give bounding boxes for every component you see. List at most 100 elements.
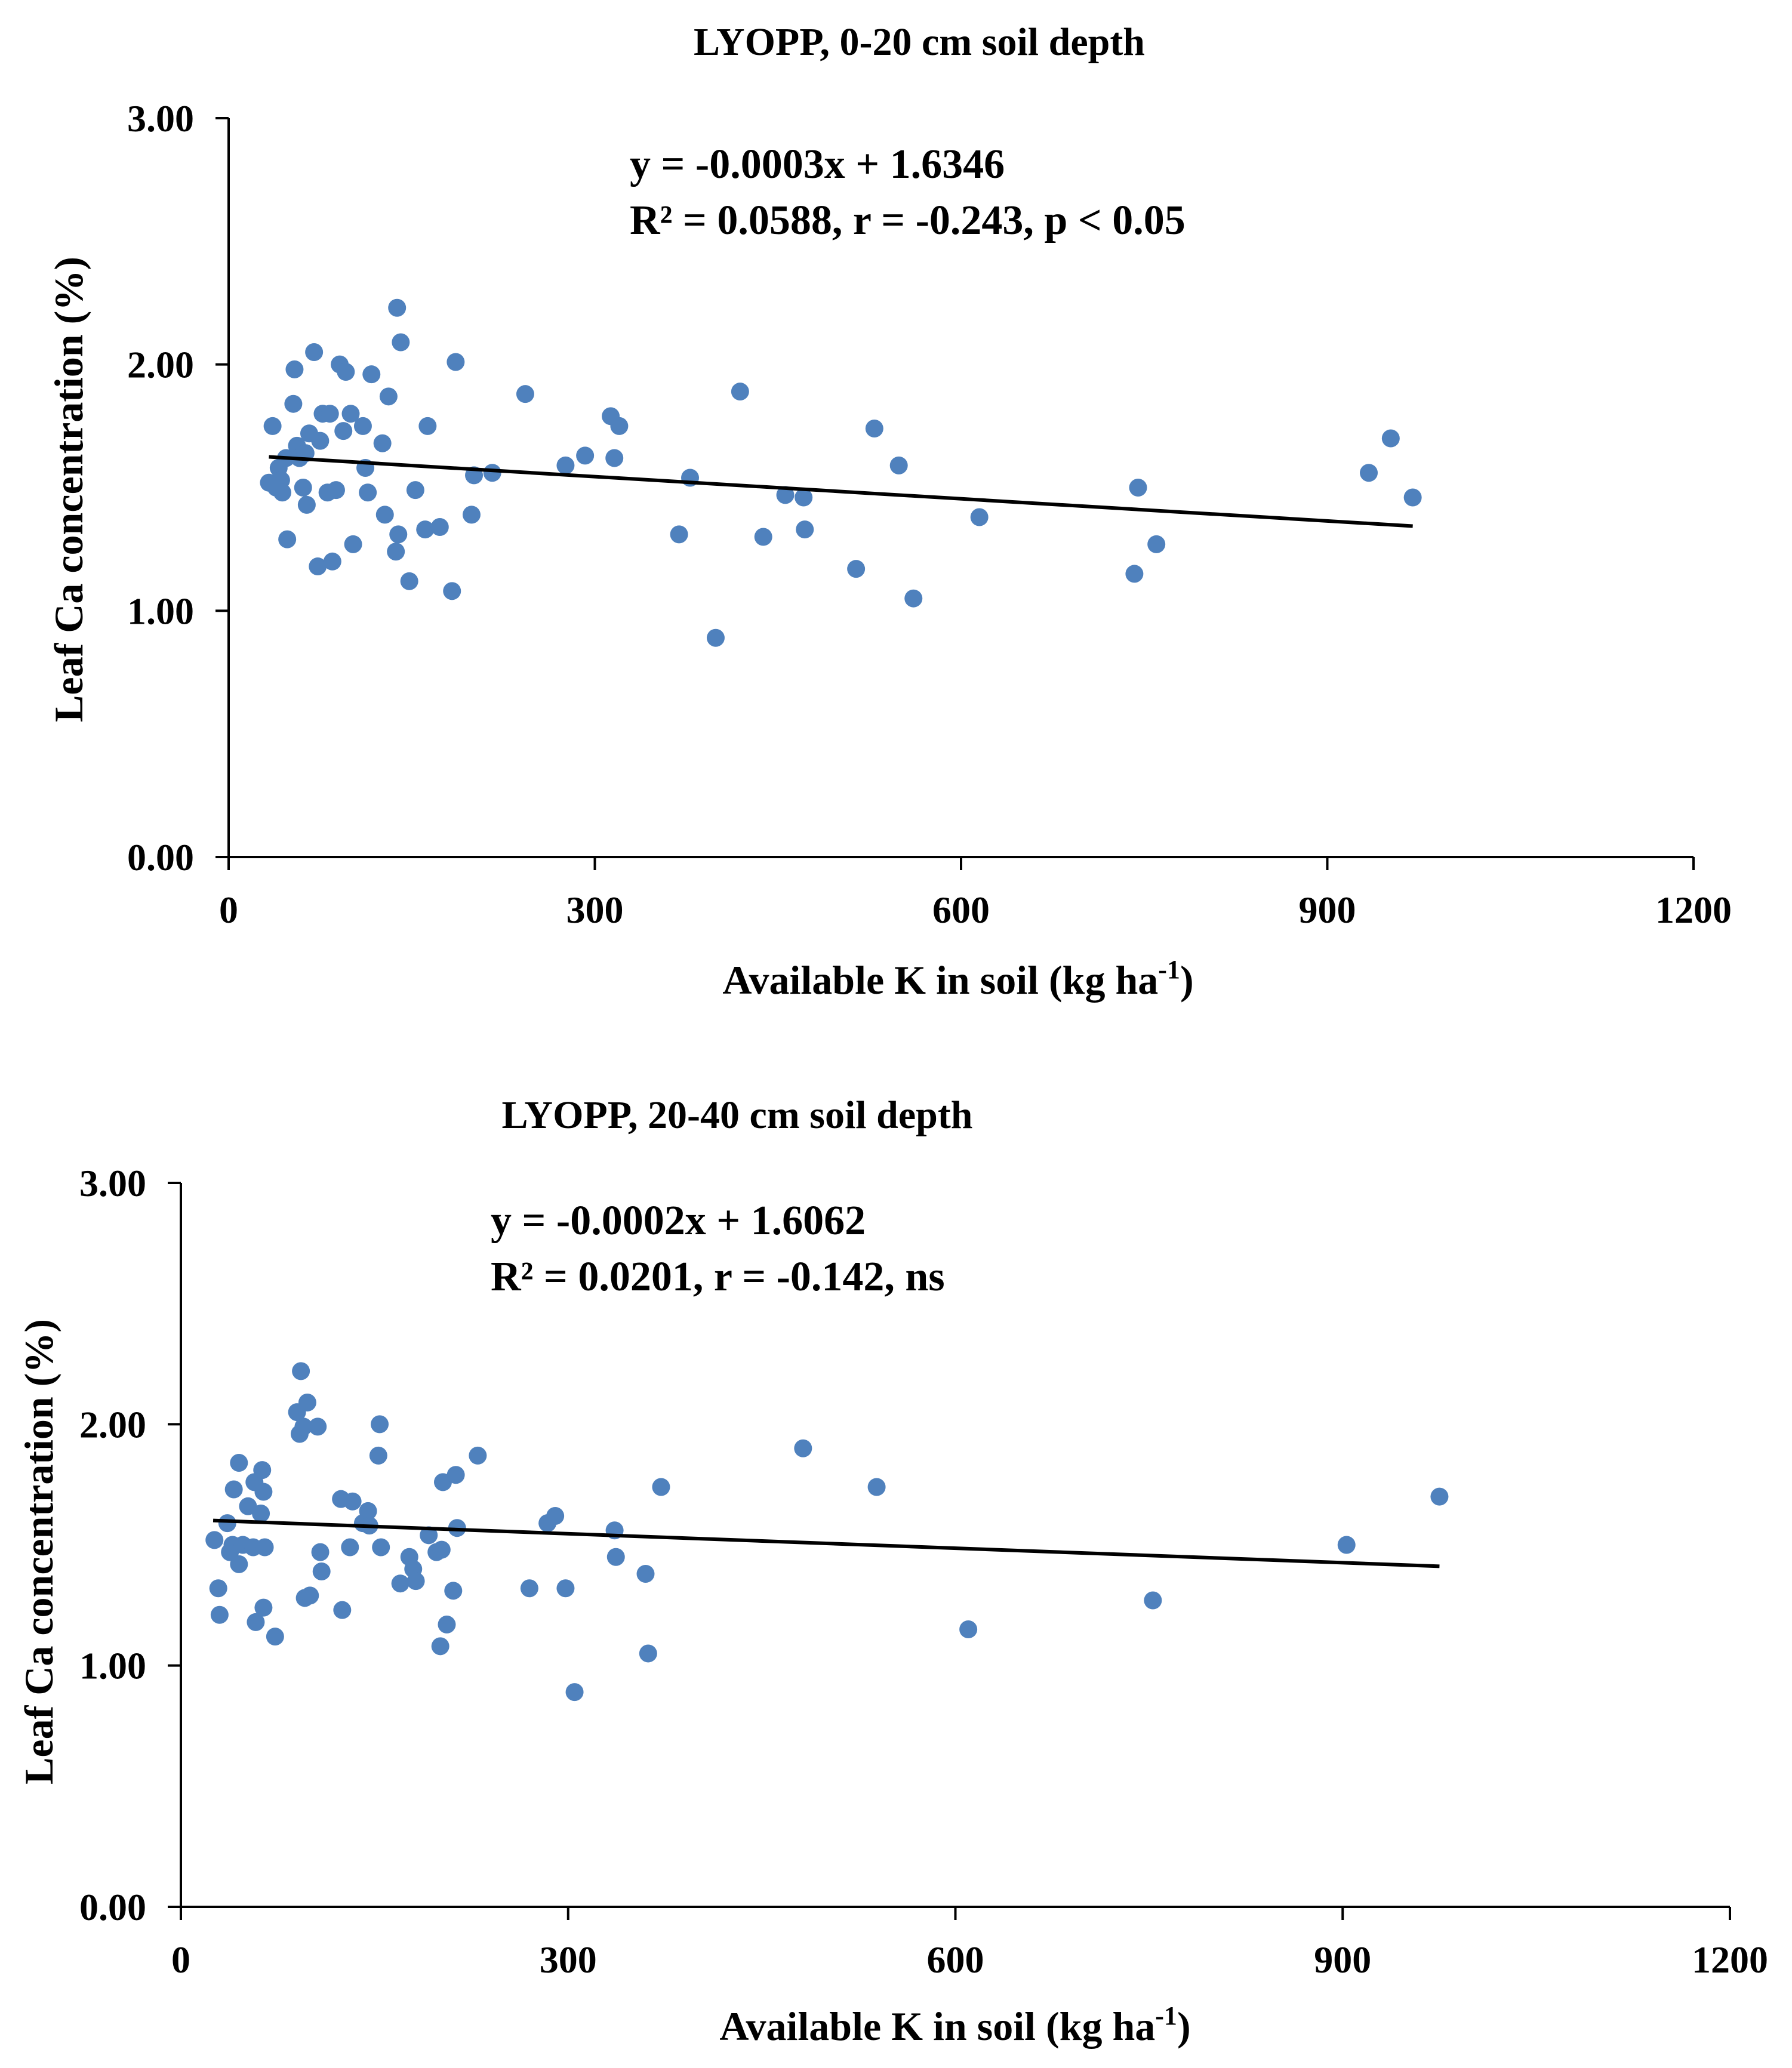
data-point bbox=[407, 1572, 425, 1591]
data-point bbox=[959, 1620, 978, 1639]
trendline bbox=[213, 1518, 1440, 1568]
data-point bbox=[375, 506, 394, 524]
data-point bbox=[369, 1446, 387, 1465]
chart-title: LYOPP, 20-40 cm soil depth bbox=[501, 1093, 972, 1137]
data-point bbox=[252, 1504, 270, 1523]
y-axis-label: Leaf Ca concentration (%) bbox=[16, 1319, 61, 1785]
data-point bbox=[247, 1613, 265, 1631]
data-point bbox=[469, 1446, 487, 1465]
data-point bbox=[670, 525, 688, 544]
data-point bbox=[420, 1526, 438, 1545]
data-point bbox=[263, 417, 282, 435]
data-point bbox=[970, 508, 989, 526]
data-point bbox=[266, 1628, 284, 1646]
data-point bbox=[418, 417, 437, 435]
x-axis-label: Available K in soil (kg ha-1) bbox=[719, 2001, 1190, 2049]
data-point bbox=[294, 479, 312, 497]
data-point bbox=[447, 1466, 465, 1484]
data-point bbox=[294, 1417, 313, 1436]
chart-0-10-20cm: LYOPP, 0-20 cm soil depth Leaf Ca concen… bbox=[46, 20, 1732, 1003]
data-point bbox=[337, 363, 355, 381]
data-point bbox=[794, 1439, 812, 1457]
x-tick-label: 900 bbox=[1314, 1938, 1371, 1981]
data-point bbox=[796, 520, 814, 539]
data-point bbox=[516, 385, 534, 403]
data-point bbox=[334, 422, 353, 440]
data-point bbox=[373, 434, 392, 452]
x-tick-label: 600 bbox=[927, 1938, 984, 1981]
data-point bbox=[309, 1417, 327, 1436]
data-point bbox=[430, 518, 449, 537]
data-point bbox=[210, 1605, 229, 1624]
data-point bbox=[392, 333, 410, 352]
x-axis-label-close: ) bbox=[1180, 957, 1194, 1003]
data-point bbox=[253, 1461, 272, 1480]
x-tick-label: 300 bbox=[566, 889, 624, 931]
data-point bbox=[443, 582, 461, 600]
data-point bbox=[284, 395, 303, 413]
data-point bbox=[438, 1615, 456, 1634]
data-point bbox=[1381, 429, 1400, 448]
data-point bbox=[904, 589, 923, 608]
data-point bbox=[230, 1454, 248, 1472]
data-point bbox=[447, 353, 465, 371]
data-point bbox=[1125, 565, 1144, 583]
data-point bbox=[605, 449, 624, 467]
data-point bbox=[362, 365, 381, 384]
regression-equation: y = -0.0002x + 1.6062 bbox=[491, 1198, 866, 1244]
data-point bbox=[297, 495, 316, 514]
data-point bbox=[218, 1514, 236, 1533]
data-point bbox=[847, 560, 866, 578]
data-point bbox=[224, 1480, 243, 1499]
data-point bbox=[462, 506, 481, 524]
y-tick-label: 1.00 bbox=[79, 1645, 146, 1687]
x-tick-label: 0 bbox=[171, 1938, 190, 1981]
data-point bbox=[344, 535, 362, 553]
data-point bbox=[889, 456, 908, 474]
data-point bbox=[254, 1598, 273, 1617]
data-point bbox=[254, 1483, 273, 1501]
y-tick-label: 3.00 bbox=[127, 97, 194, 140]
x-tick-label: 600 bbox=[932, 889, 990, 931]
data-point bbox=[483, 464, 501, 482]
data-point bbox=[606, 1548, 625, 1566]
data-point bbox=[372, 1538, 390, 1557]
data-point bbox=[1147, 535, 1166, 553]
x-axis-label: Available K in soil (kg ha-1) bbox=[722, 955, 1193, 1003]
data-point bbox=[230, 1555, 248, 1573]
x-tick-label: 900 bbox=[1299, 889, 1356, 931]
x-axis-label-main: Available K in soil (kg ha bbox=[722, 957, 1158, 1003]
data-point bbox=[706, 628, 725, 647]
data-point bbox=[576, 446, 595, 465]
data-point bbox=[416, 520, 435, 539]
data-point bbox=[311, 1543, 330, 1561]
data-point bbox=[311, 432, 330, 450]
x-axis-label-superscript: -1 bbox=[1158, 955, 1180, 984]
y-axis-label: Leaf Ca concentration (%) bbox=[46, 257, 91, 722]
data-point bbox=[556, 1579, 575, 1598]
data-point bbox=[312, 1562, 331, 1580]
y-tick-label: 3.00 bbox=[79, 1162, 146, 1204]
data-point bbox=[278, 530, 297, 548]
data-point bbox=[359, 1502, 377, 1520]
trendline bbox=[269, 455, 1413, 528]
data-point bbox=[371, 1415, 389, 1434]
data-point bbox=[305, 343, 324, 362]
x-tick-label: 300 bbox=[540, 1938, 597, 1981]
data-point bbox=[731, 383, 749, 401]
data-point bbox=[1360, 464, 1378, 482]
data-point bbox=[406, 481, 424, 500]
y-tick-label: 0.00 bbox=[79, 1886, 146, 1928]
data-point bbox=[359, 483, 377, 502]
data-point bbox=[341, 1538, 359, 1557]
regression-equation: y = -0.0003x + 1.6346 bbox=[630, 141, 1005, 187]
data-point bbox=[341, 405, 360, 423]
x-tick-label: 0 bbox=[219, 889, 238, 931]
regression-stats: R² = 0.0588, r = -0.243, p < 0.05 bbox=[630, 198, 1186, 244]
data-point bbox=[652, 1478, 670, 1496]
x-axis-label-close: ) bbox=[1177, 2004, 1191, 2049]
data-point bbox=[636, 1565, 655, 1583]
y-tick-label: 0.00 bbox=[127, 836, 194, 879]
data-point bbox=[273, 483, 291, 502]
x-tick-label: 1200 bbox=[1692, 1938, 1768, 1981]
